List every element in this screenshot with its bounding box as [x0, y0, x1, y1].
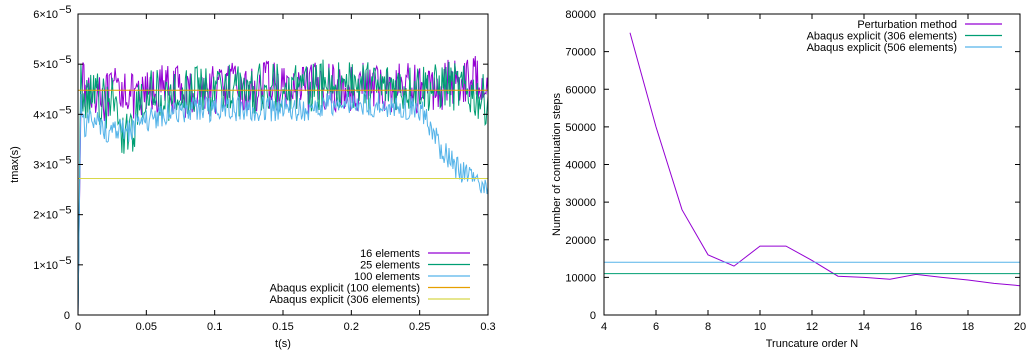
y-axis-label: Number of continuation steps [551, 92, 563, 236]
x-tick-label: 0.1 [207, 321, 222, 333]
y-tick-exponent: −5 [59, 205, 72, 217]
x-tick-label: 0.15 [272, 321, 293, 333]
y-tick-exponent: −5 [59, 4, 72, 16]
y-tick-label: 2×10 [33, 210, 58, 222]
y-tick-label: 80000 [565, 9, 596, 21]
y-tick-label: 70000 [565, 47, 596, 59]
y-tick-label: 6×10 [33, 9, 58, 21]
x-tick-label: 10 [754, 321, 766, 333]
x-axis-label: t(s) [275, 338, 291, 350]
x-tick-label: 0.05 [136, 321, 157, 333]
x-tick-label: 12 [806, 321, 818, 333]
x-tick-label: 0.3 [480, 321, 495, 333]
y-tick-label: 10000 [565, 272, 596, 284]
y-tick-label: 1×10 [33, 260, 58, 272]
chart-tmax-vs-time: 0 0.05 0.1 0.15 0.2 0.25 0.301×10 −52×10 −53×10−… [9, 4, 496, 350]
legend-label: 25 elements [360, 260, 420, 272]
legend-label: Abaqus explicit (306 elements) [807, 31, 957, 43]
legend-label: 100 elements [354, 271, 421, 283]
series-line-1 [77, 55, 489, 316]
x-tick-label: 8 [705, 321, 711, 333]
y-tick-label: 0 [64, 310, 70, 322]
y-tick-label: 3×10 [33, 160, 58, 172]
series-line-3 [77, 90, 489, 316]
x-tick-label: 14 [858, 321, 870, 333]
y-axis-label: tmax(s) [9, 146, 21, 183]
y-tick-exponent: −5 [59, 255, 72, 267]
series-line-1 [629, 32, 1021, 287]
y-tick-label: 5×10 [33, 59, 58, 71]
x-tick-label: 16 [910, 321, 922, 333]
legend-label: 16 elements [360, 248, 420, 260]
y-tick-label: 40000 [565, 160, 596, 172]
series-line-2 [77, 59, 489, 316]
x-tick-label: 4 [601, 321, 607, 333]
x-axis-label: Truncature order N [766, 338, 859, 350]
x-tick-label: 18 [962, 321, 974, 333]
x-tick-label: 0 [75, 321, 81, 333]
plot-frame [603, 13, 1021, 316]
legend-label: Abaqus explicit (506 elements) [807, 42, 957, 54]
legend-label: Abaqus explicit (100 elements) [270, 283, 420, 295]
y-tick-exponent: −5 [59, 104, 72, 116]
x-tick-label: 20 [1014, 321, 1026, 333]
legend-label: Perturbation method [857, 19, 957, 31]
y-tick-label: 4×10 [33, 109, 58, 121]
y-tick-exponent: −5 [59, 54, 72, 66]
x-tick-label: 6 [653, 321, 659, 333]
y-tick-label: 60000 [565, 84, 596, 96]
y-tick-label: 0 [590, 310, 596, 322]
plot-frame [77, 13, 489, 316]
x-tick-label: 0.25 [409, 321, 430, 333]
chart-continuation-steps-vs-order: 4 6 8 10 12 14 16 18 20 0 10000 20000 30000 40000 5000… [551, 9, 1026, 350]
y-tick-exponent: −5 [59, 155, 72, 167]
y-tick-label: 20000 [565, 235, 596, 247]
x-tick-label: 0.2 [344, 321, 359, 333]
legend-label: Abaqus explicit (306 elements) [270, 294, 420, 306]
y-tick-label: 30000 [565, 197, 596, 209]
y-tick-label: 50000 [565, 122, 596, 134]
